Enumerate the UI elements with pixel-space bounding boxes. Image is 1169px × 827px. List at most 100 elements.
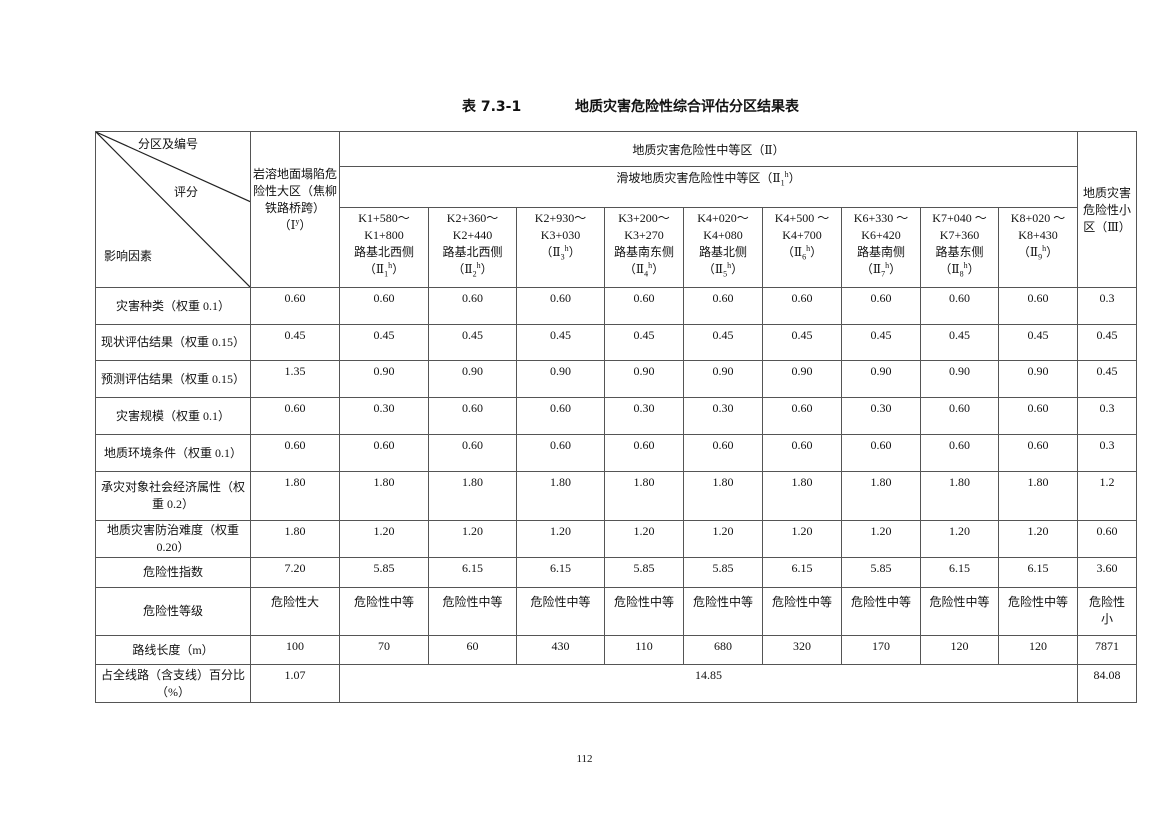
table-cell: 危险性中等 bbox=[841, 587, 921, 636]
table-cell: 5.85 bbox=[683, 557, 763, 588]
table-cell: 1.80 bbox=[762, 471, 842, 521]
corner-zone-label: 分区及编号 bbox=[138, 137, 199, 151]
table-cell: 1.20 bbox=[841, 520, 921, 558]
table-row: 危险性指数 7.20 5.85 6.15 6.15 5.85 5.85 6.15 5.85 6.1… bbox=[95, 557, 1137, 588]
table-cell: 0.60 bbox=[516, 397, 605, 435]
subzone-range: K2+930～ K3+030 bbox=[534, 211, 587, 242]
diagonal-lines bbox=[96, 132, 250, 287]
table-cell: 0.60 bbox=[920, 434, 999, 472]
table-cell: 0.45 bbox=[516, 324, 605, 361]
subzone-range: K4+020～ K4+080 bbox=[697, 211, 749, 242]
table-cell: 0.60 bbox=[841, 287, 921, 325]
table-cell: 0.60 bbox=[762, 434, 842, 472]
table-cell: 1.80 bbox=[250, 520, 340, 558]
table-cell: 7.20 bbox=[250, 557, 340, 588]
diagonal-header-cell: 分区及编号 评分 影响因素 bbox=[95, 131, 251, 288]
table-cell: 0.90 bbox=[516, 360, 605, 398]
table-cell: 0.60 bbox=[683, 287, 763, 325]
table-cell: 5.85 bbox=[604, 557, 684, 588]
zone-II1h-close: ） bbox=[788, 171, 801, 185]
zone-II-header: 地质灾害危险性中等区（Ⅱ） bbox=[339, 131, 1078, 167]
table-cell: 0.30 bbox=[339, 397, 429, 435]
table-cell: 0.60 bbox=[250, 434, 340, 472]
row-label: 路线长度（m） bbox=[95, 635, 251, 665]
table-cell: 680 bbox=[683, 635, 763, 665]
subzone-range: K1+580～ K1+800 bbox=[358, 211, 410, 242]
table-cell: 1.20 bbox=[920, 520, 999, 558]
subzone-range: K8+020 ～K8+430 bbox=[1010, 211, 1066, 242]
table-cell: 1.80 bbox=[604, 471, 684, 521]
table-cell: 0.45 bbox=[1077, 360, 1137, 398]
row-label: 危险性指数 bbox=[95, 557, 251, 588]
table-cell: 1.20 bbox=[428, 520, 517, 558]
table-cell: 0.60 bbox=[516, 434, 605, 472]
table-cell: 0.3 bbox=[1077, 434, 1137, 472]
percent-zone-II: 14.85 bbox=[339, 664, 1078, 703]
subzone-code: （Ⅱ3h） bbox=[540, 244, 581, 262]
table-cell: 0.60 bbox=[339, 287, 429, 325]
table-cell: 0.60 bbox=[683, 434, 763, 472]
table-cell: 1.20 bbox=[339, 520, 429, 558]
table-cell: 120 bbox=[998, 635, 1078, 665]
table-cell: 6.15 bbox=[516, 557, 605, 588]
subzone-range: K4+500 ～K4+700 bbox=[774, 211, 830, 242]
table-row: 预测评估结果（权重 0.15） 1.35 0.90 0.90 0.90 0.90 0.90 0… bbox=[95, 360, 1137, 398]
table-cell: 危险性中等 bbox=[920, 587, 999, 636]
table-cell: 1.80 bbox=[683, 471, 763, 521]
subzone-side: 路基东侧 bbox=[935, 245, 984, 259]
table-cell: 1.20 bbox=[762, 520, 842, 558]
table-cell: 0.60 bbox=[250, 397, 340, 435]
table-cell: 1.80 bbox=[428, 471, 517, 521]
table-cell: 6.15 bbox=[762, 557, 842, 588]
table-cell: 0.90 bbox=[604, 360, 684, 398]
zone-I-sup: y bbox=[295, 217, 300, 226]
zone-I-header: 岩溶地面塌陷危险性大区（焦柳铁路桥跨） （Ⅰy） bbox=[250, 131, 340, 288]
table-cell: 320 bbox=[762, 635, 842, 665]
table-cell: 0.3 bbox=[1077, 397, 1137, 435]
corner-factor-label: 影响因素 bbox=[104, 249, 153, 263]
table-number: 表 7.3-1 bbox=[462, 99, 522, 115]
table-cell: 0.45 bbox=[339, 324, 429, 361]
table-cell: 0.45 bbox=[250, 324, 340, 361]
subzone-side: 路基南东侧 bbox=[613, 245, 674, 259]
table-cell: 6.15 bbox=[920, 557, 999, 588]
table-cell: 0.90 bbox=[998, 360, 1078, 398]
row-label: 占全线路（含支线）百分比（%） bbox=[95, 664, 251, 703]
subzone-header: K2+360～ K2+440 路基北西侧 （Ⅱ2h） bbox=[428, 207, 517, 288]
table-cell: 危险性小 bbox=[1077, 587, 1137, 636]
zone-I-close: ） bbox=[299, 218, 312, 232]
table-name: 地质灾害危险性综合评估分区结果表 bbox=[575, 99, 799, 115]
table-cell: 危险性大 bbox=[250, 587, 340, 636]
table-cell: 0.60 bbox=[920, 397, 999, 435]
table-cell: 0.30 bbox=[841, 397, 921, 435]
table-cell: 0.60 bbox=[339, 434, 429, 472]
table-cell: 0.45 bbox=[762, 324, 842, 361]
table-cell: 0.90 bbox=[428, 360, 517, 398]
table-cell: 6.15 bbox=[428, 557, 517, 588]
corner-score-label: 评分 bbox=[174, 185, 199, 199]
table-cell: 1.2 bbox=[1077, 471, 1137, 521]
table-cell: 危险性中等 bbox=[683, 587, 763, 636]
row-label: 承灾对象社会经济属性（权重 0.2） bbox=[95, 471, 251, 521]
table-cell: 1.80 bbox=[998, 471, 1078, 521]
table-cell: 430 bbox=[516, 635, 605, 665]
table-cell: 0.60 bbox=[762, 287, 842, 325]
table-cell: 110 bbox=[604, 635, 684, 665]
table-cell: 0.60 bbox=[762, 397, 842, 435]
subzone-header: K4+500 ～K4+700 （Ⅱ6h） bbox=[762, 207, 842, 288]
table-cell: 7871 bbox=[1077, 635, 1137, 665]
row-label: 地质环境条件（权重 0.1） bbox=[95, 434, 251, 472]
subzone-header: K1+580～ K1+800 路基北西侧 （Ⅱ1h） bbox=[339, 207, 429, 288]
table-cell: 1.20 bbox=[604, 520, 684, 558]
table-row: 灾害种类（权重 0.1） 0.60 0.60 0.60 0.60 0.60 0.60 0.60… bbox=[95, 287, 1137, 325]
table-cell: 1.80 bbox=[920, 471, 999, 521]
table-row: 危险性等级 危险性大 危险性中等 危险性中等 危险性中等 危险性中等 危险性中等 危险性中等危… bbox=[95, 587, 1137, 636]
table-cell: 1.80 bbox=[841, 471, 921, 521]
row-label: 现状评估结果（权重 0.15） bbox=[95, 324, 251, 361]
table-cell: 0.45 bbox=[1077, 324, 1137, 361]
table-cell: 3.60 bbox=[1077, 557, 1137, 588]
table-cell: 0.60 bbox=[841, 434, 921, 472]
page-number: 112 bbox=[576, 753, 593, 765]
table-cell: 70 bbox=[339, 635, 429, 665]
table-cell: 0.60 bbox=[428, 397, 517, 435]
